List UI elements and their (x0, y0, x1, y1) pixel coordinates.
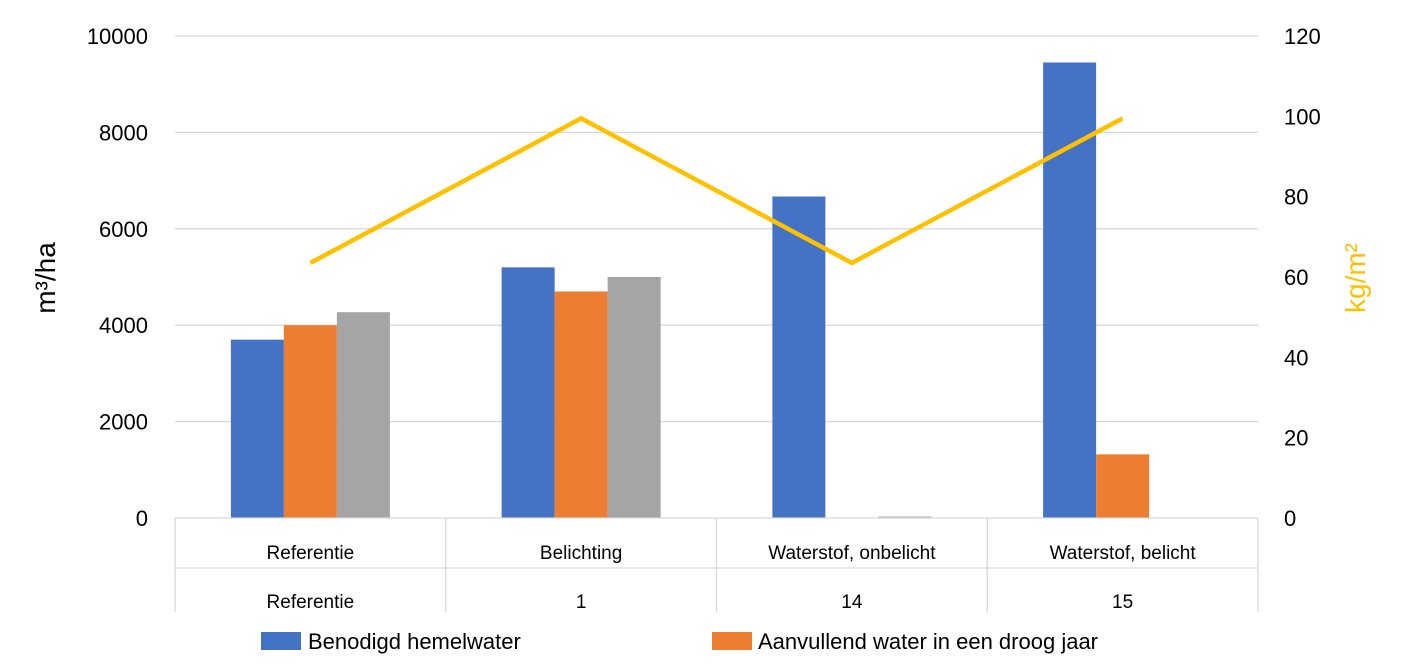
bar-referentie-series-0 (230, 339, 284, 518)
bars (230, 62, 1150, 519)
left-tick-label: 4000 (99, 313, 148, 338)
left-tick-label: 6000 (99, 217, 148, 242)
right-tick-label: 80 (1284, 185, 1308, 210)
category-sublabel: Referentie (267, 592, 355, 613)
right-tick-label: 0 (1284, 506, 1296, 531)
bar-referentie-series-2 (336, 312, 390, 518)
legend: Benodigd hemelwater Aanvullend water in … (261, 629, 1098, 654)
right-tick-label: 40 (1284, 345, 1308, 370)
bar-belichting-series-2 (607, 277, 661, 518)
category-label-waterstof-belicht: Waterstof, belicht (1050, 543, 1197, 564)
left-tick-label: 0 (136, 506, 148, 531)
bar-waterstof-belicht-series-1 (1096, 454, 1150, 518)
right-tick-label: 100 (1284, 104, 1321, 129)
bar-belichting-series-0 (501, 267, 555, 518)
left-axis-ticks: 0 2000 4000 6000 8000 10000 (87, 24, 148, 531)
bar-waterstof-onbelicht-series-2 (878, 516, 932, 518)
legend-label-benodigd-hemelwater: Benodigd hemelwater (308, 629, 521, 654)
right-tick-label: 120 (1284, 24, 1321, 49)
left-axis-title: m³/ha (30, 242, 61, 314)
bar-waterstof-belicht-series-0 (1043, 62, 1097, 518)
right-tick-label: 60 (1284, 265, 1308, 290)
category-label-referentie: Referentie (267, 543, 355, 564)
right-axis-ticks: 0 20 40 60 80 100 120 (1284, 24, 1321, 531)
category-label-belichting: Belichting (540, 543, 622, 564)
category-sublabel: 14 (841, 592, 863, 613)
legend-swatch-aanvullend-water (712, 632, 752, 650)
left-tick-label: 2000 (99, 410, 148, 435)
category-labels: Referentie Referentie Belichting 1 Waterstof… (267, 543, 1197, 613)
bar-waterstof-onbelicht-series-0 (772, 196, 826, 519)
right-axis-title: kg/m² (1340, 243, 1371, 313)
category-label-waterstof-onbelicht: Waterstof, onbelicht (768, 543, 936, 564)
legend-label-aanvullend-water: Aanvullend water in een droog jaar (758, 629, 1098, 654)
bar-belichting-series-1 (554, 291, 608, 518)
category-sublabel: 15 (1112, 592, 1133, 613)
left-tick-label: 8000 (99, 120, 148, 145)
line-series-0 (309, 115, 1124, 266)
bar-referentie-series-1 (283, 325, 337, 518)
axes (174, 517, 1259, 612)
right-tick-label: 20 (1284, 426, 1308, 451)
category-sublabel: 1 (576, 592, 587, 613)
legend-swatch-benodigd-hemelwater (261, 632, 301, 650)
left-tick-label: 10000 (87, 24, 148, 49)
line-series (309, 115, 1124, 266)
